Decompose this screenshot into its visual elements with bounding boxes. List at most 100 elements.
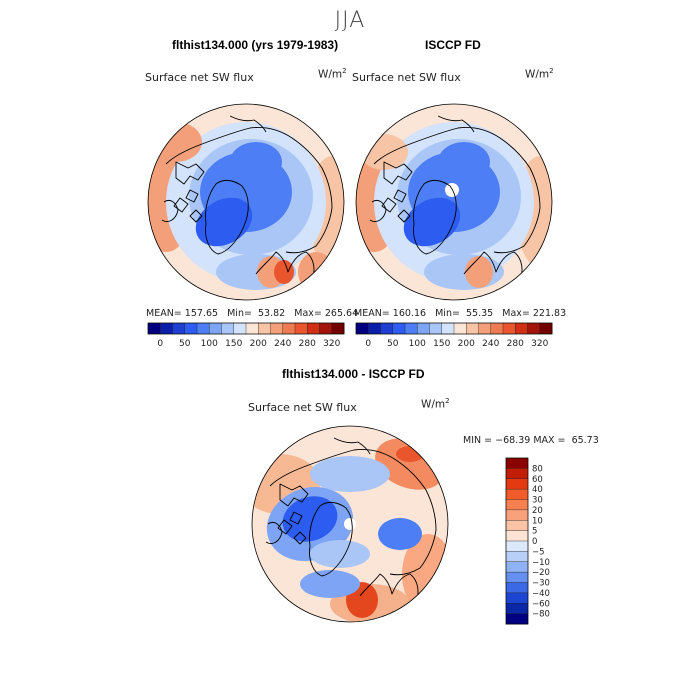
panel1-colorbar-swatch [147, 322, 161, 335]
panel3-colorbar-swatch [505, 488, 529, 501]
panel2-colorbar-swatch [441, 322, 455, 335]
field-negative-region [378, 518, 422, 550]
panel1-colorbar-swatch [319, 322, 333, 335]
panel1-colorbar-tick-label: 240 [274, 339, 291, 348]
panel2-colorbar-swatch [453, 322, 467, 335]
panel1-colorbar-swatch [221, 322, 235, 335]
greenland-coastline [309, 501, 353, 577]
hudson-bay-coastline [161, 199, 179, 222]
field-negative-region [300, 570, 360, 598]
field-missing-pole [344, 518, 356, 530]
north-america-coastline [165, 127, 293, 165]
panel1-colorbar-swatch [270, 322, 284, 335]
panel1-colorbar-swatch [196, 322, 210, 335]
panel3-colorbar-swatch [505, 530, 529, 542]
panel3-colorbar-tick-label: −60 [532, 599, 550, 609]
panel2-colorbar-tick-label: 280 [507, 339, 524, 348]
panel2-units: W/m2 [525, 67, 554, 81]
panel2-colorbar-swatch [539, 322, 553, 335]
siberia-coastline [285, 137, 333, 254]
panel2-colorbar-swatch [417, 322, 431, 335]
north-america-coastline [269, 449, 397, 487]
panel2-colorbar-tick-label: 50 [387, 339, 399, 348]
panel3-colorbar-tick-label: 80 [532, 464, 543, 474]
field-negative-region [310, 456, 390, 492]
panel1-colorbar: 0 50 100 150 200 240 280 320 [147, 322, 345, 348]
panel2-colorbar-swatch [502, 322, 516, 335]
panel3-colorbar-tick-label: −5 [532, 547, 545, 557]
panel2-colorbar-swatch [466, 322, 480, 335]
panel1-colorbar-frame [147, 322, 345, 335]
panel1-colorbar-swatch [245, 322, 259, 335]
field-missing-pole [445, 183, 459, 197]
panel2-colorbar-tick-label: 320 [531, 339, 548, 348]
panel3-max: 65.73 [571, 435, 599, 446]
panel1-colorbar-tick-label: 50 [179, 339, 191, 348]
panel1-colorbar-swatch [233, 322, 247, 335]
panel2-colorbar-swatch [527, 322, 541, 335]
panel3-colorbar-swatch [505, 561, 529, 573]
panel3-field [252, 426, 448, 622]
panel3-colorbar-tick-label: 0 [532, 537, 537, 547]
panel1-colorbar-swatch [209, 322, 223, 335]
hudson-bay-coastline [369, 199, 387, 222]
panel3-colorbar-tick-label: −30 [532, 579, 550, 589]
panel3-colorbar-frame [505, 457, 529, 625]
panel1-colorbar-tick-label: 320 [323, 339, 340, 348]
panel2-colorbar-swatch [429, 322, 443, 335]
panel3-colorbar-tick-label: 5 [532, 527, 537, 537]
hudson-bay-coastline [265, 521, 283, 544]
panel2-colorbar-swatch [478, 322, 492, 335]
panel3-colorbar-swatch [505, 592, 529, 604]
panel1-polar-map [147, 103, 345, 301]
panel2-boundary [355, 103, 553, 301]
panel3-colorbar-swatch [505, 582, 529, 594]
canadian-archipelago-coastline [381, 161, 413, 223]
panel3-polar-map [251, 425, 449, 623]
field-low-region [230, 142, 282, 182]
panel3-units: W/m2 [421, 397, 450, 411]
panel2-colorbar-tick-label: 240 [482, 339, 499, 348]
panel3-min: −68.39 [495, 435, 531, 446]
panel2-colorbar-swatch [515, 322, 529, 335]
panel3-title: flthist134.000 - ISCCP FD [282, 367, 425, 381]
panel3-colorbar-tick-label: 40 [532, 485, 543, 495]
panel3-colorbar-swatch [505, 499, 529, 511]
field-low-region [403, 197, 461, 247]
alaska-coastline [333, 437, 371, 455]
alaska-coastline [229, 115, 267, 133]
panel1-boundary [147, 103, 345, 301]
panel2-variable-label: Surface net SW flux [352, 71, 461, 84]
field-hot-region [274, 260, 294, 284]
panel2-coastlines [369, 115, 541, 291]
panel3-colorbar-swatch [505, 540, 529, 552]
panel1-colorbar-swatch [307, 322, 321, 335]
panel3-colorbar-tick-label: 60 [532, 475, 543, 485]
panel3-stats: MIN = −68.39 MAX = 65.73 [463, 435, 599, 446]
panel2-polar-map [355, 103, 553, 301]
panel2-colorbar-swatch [490, 322, 504, 335]
panel1-min: 53.82 [257, 308, 286, 319]
north-america-coastline [373, 127, 501, 165]
field-strong-negative-region [282, 496, 338, 542]
panel2-mean: 160.16 [392, 308, 427, 319]
panel1-colorbar-swatch [160, 322, 174, 335]
panel2-colorbar-frame [355, 322, 553, 335]
panel2-colorbar-swatch [380, 322, 394, 335]
panel3-colorbar-swatch [505, 478, 529, 490]
field-strong-positive-region [396, 446, 424, 462]
field-low-region [195, 197, 253, 247]
panel1-colorbar-swatch [258, 322, 272, 335]
panel1-colorbar-tick-label: 0 [157, 339, 163, 348]
panel3-variable-label: Surface net SW flux [248, 401, 357, 414]
panel2-colorbar-tick-label: 150 [433, 339, 450, 348]
panel1-colorbar-tick-label: 150 [225, 339, 242, 348]
canadian-archipelago-coastline [277, 483, 309, 545]
panel3-colorbar-tick-label: 20 [532, 506, 543, 516]
panel3-colorbar-tick-label: 30 [532, 496, 543, 506]
field-warm-region [298, 252, 334, 292]
panel2-colorbar-swatch [368, 322, 382, 335]
panel3-colorbar-swatch [505, 613, 529, 625]
panel1-colorbar-tick-label: 100 [201, 339, 218, 348]
